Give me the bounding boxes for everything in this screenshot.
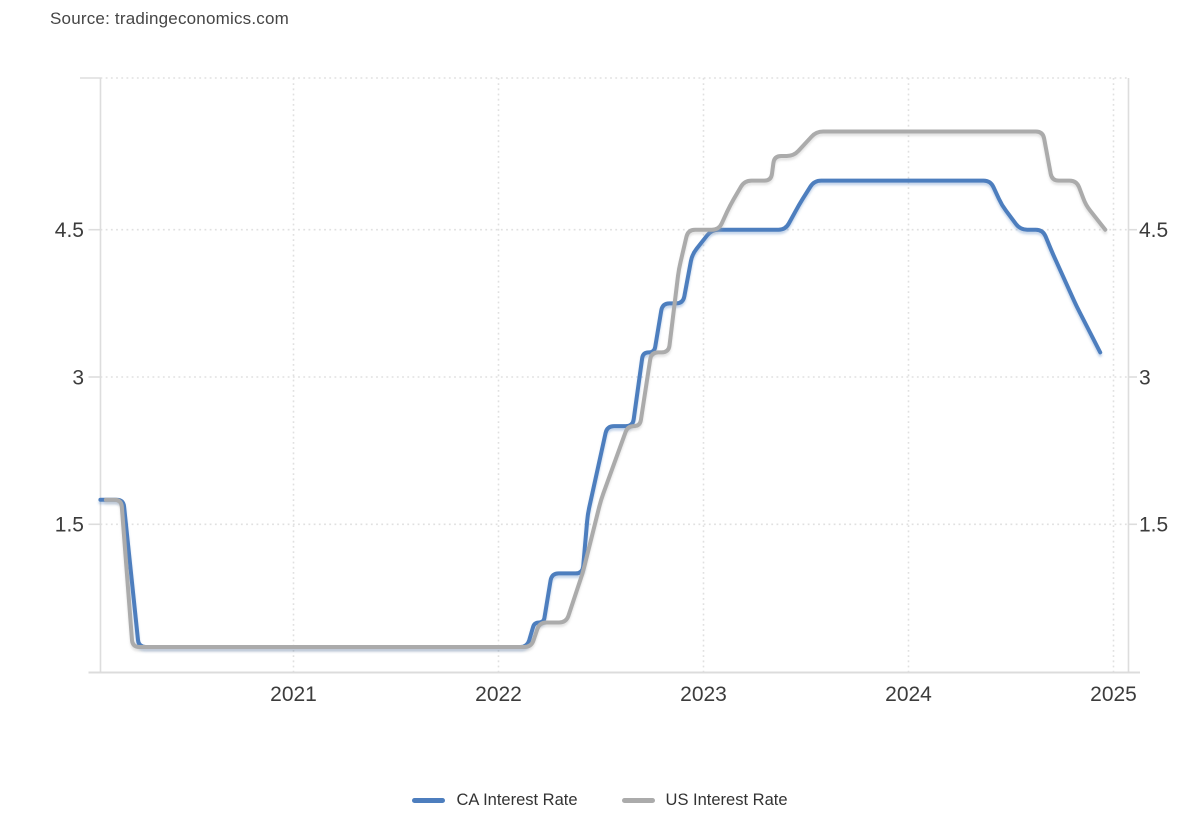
legend-label-ca: CA Interest Rate [456,791,578,809]
y-axis-label-right: 3 [1139,366,1151,389]
y-axis-label-left: 3 [72,366,84,389]
y-axis-label-right: 4.5 [1139,219,1168,242]
plot-area[interactable] [100,78,1129,673]
ca-line-swatch-icon [412,798,446,803]
x-axis-label: 2023 [680,683,727,706]
x-axis-label: 2025 [1090,683,1137,706]
y-axis-label-right: 1.5 [1139,514,1168,537]
x-axis-label: 2024 [885,683,932,706]
chart-legend: CA Interest Rate US Interest Rate [0,791,1200,810]
source-label: Source: tradingeconomics.com [50,9,289,28]
x-axis-label: 2022 [475,683,522,706]
legend-label-us: US Interest Rate [665,791,788,809]
y-axis-label-left: 4.5 [55,219,84,242]
legend-item-ca-interest-rate[interactable]: CA Interest Rate [412,791,578,810]
legend-item-us-interest-rate[interactable]: US Interest Rate [621,791,788,810]
x-axis-label: 2021 [270,683,317,706]
us-interest-rate-line[interactable] [103,129,1108,649]
us-line-swatch-icon [621,798,655,803]
y-axis-label-left: 1.5 [55,514,84,537]
